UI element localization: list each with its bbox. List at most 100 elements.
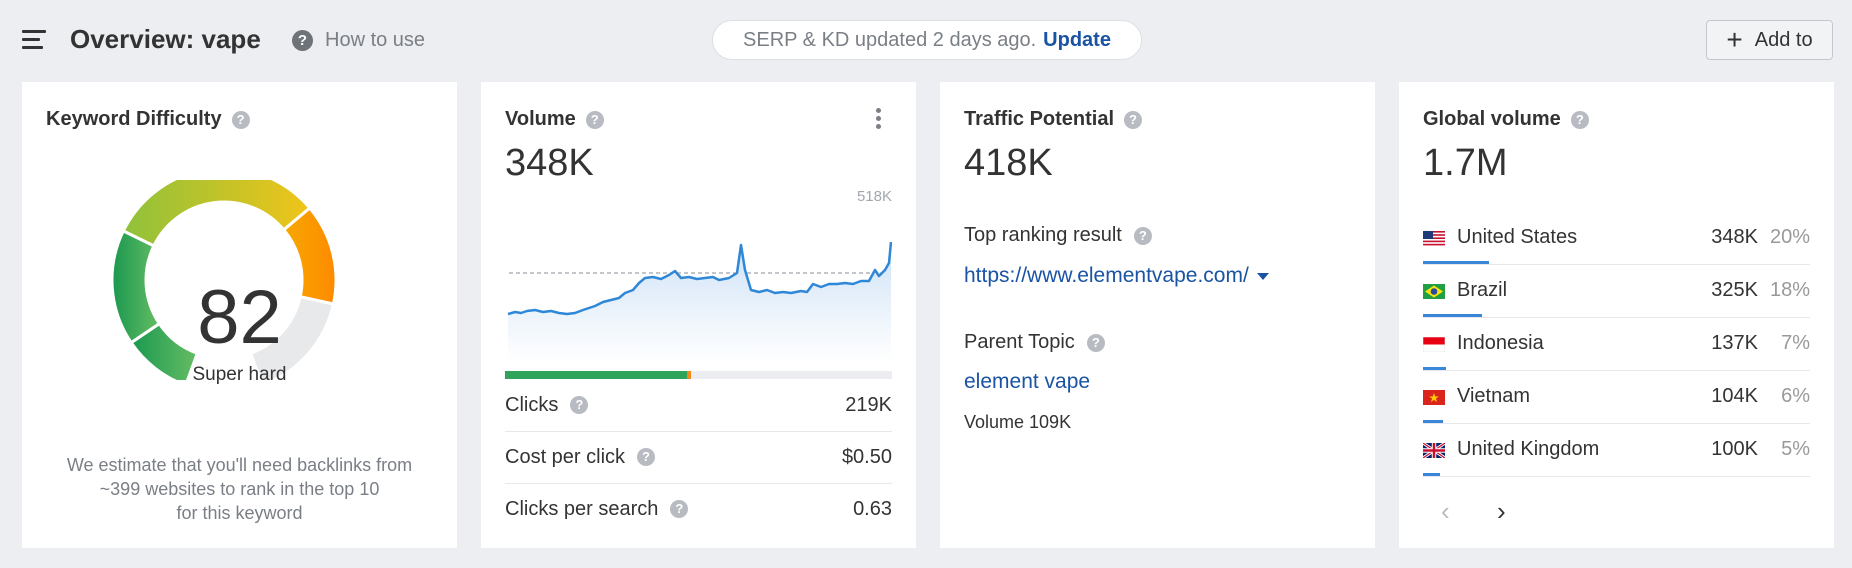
- metric-row-clicks: Clicks? 219K: [505, 379, 892, 431]
- tp-title-label: Traffic Potential: [964, 108, 1115, 130]
- top-ranking-url-link[interactable]: https://www.elementvape.com/: [964, 264, 1269, 288]
- id-flag-icon: [1423, 337, 1445, 352]
- global-volume-card: Global volume ? 1.7M United States 348K …: [1399, 82, 1834, 548]
- country-row[interactable]: Indonesia 137K 7%: [1423, 318, 1810, 371]
- plus-icon: +: [1726, 24, 1743, 55]
- country-percent: 18%: [1769, 279, 1810, 301]
- country-volume: 325K: [1711, 279, 1758, 301]
- kd-label: Super hard: [192, 364, 287, 385]
- divider: [1423, 317, 1810, 318]
- top-bar: Overview: vape ? How to use SERP & KD up…: [0, 0, 1852, 80]
- country-volume: 348K: [1711, 226, 1758, 248]
- help-icon[interactable]: ?: [637, 448, 656, 466]
- metric-label: Clicks per search: [505, 497, 659, 520]
- metric-value: 219K: [845, 393, 892, 416]
- kd-title: Keyword Difficulty ?: [46, 108, 250, 131]
- parent-topic-volume: Volume 109K: [964, 412, 1072, 432]
- country-row[interactable]: United States 348K 20%: [1423, 212, 1810, 265]
- prev-page-icon[interactable]: ‹: [1441, 496, 1450, 526]
- chevron-down-icon[interactable]: [1256, 272, 1269, 280]
- top-ranking-url: https://www.elementvape.com/: [964, 264, 1249, 287]
- add-to-label: Add to: [1754, 28, 1813, 51]
- kd-gauge: [110, 180, 338, 380]
- volume-card: Volume ? 348K 518K Clicks? 219K Cost per…: [481, 82, 916, 548]
- help-icon[interactable]: ?: [231, 110, 250, 129]
- menu-icon[interactable]: [22, 30, 46, 50]
- paid-clicks-segment: [686, 371, 691, 379]
- help-icon[interactable]: ?: [1086, 333, 1105, 352]
- divider: [1423, 423, 1810, 424]
- more-options-icon[interactable]: [876, 108, 882, 132]
- how-to-use-link[interactable]: ? How to use: [292, 29, 425, 52]
- update-link[interactable]: Update: [1043, 28, 1111, 51]
- top-ranking-text: Top ranking result: [964, 224, 1122, 246]
- country-percent: 5%: [1781, 438, 1810, 460]
- country-share-bar: [1423, 473, 1440, 476]
- gv-title: Global volume ?: [1423, 108, 1589, 131]
- help-icon[interactable]: ?: [1124, 110, 1143, 129]
- gv-title-label: Global volume: [1423, 108, 1561, 130]
- country-volume: 104K: [1711, 385, 1758, 407]
- country-name: Indonesia: [1457, 332, 1544, 354]
- country-name: Vietnam: [1457, 385, 1531, 407]
- kd-note-line: We estimate that you'll need backlinks f…: [66, 455, 413, 475]
- country-percent: 7%: [1781, 332, 1810, 354]
- kd-score: 82: [197, 275, 282, 360]
- serp-status-text: SERP & KD updated 2 days ago.: [743, 28, 1037, 51]
- volume-trend-line: [507, 241, 892, 316]
- parent-topic-label: Parent Topic ?: [964, 331, 1105, 354]
- volume-title: Volume ?: [505, 108, 604, 131]
- volume-value: 348K: [505, 142, 594, 184]
- country-share-bar: [1423, 420, 1443, 423]
- how-to-use-label: How to use: [325, 29, 426, 51]
- country-share-bar: [1423, 367, 1447, 370]
- clicks-distribution-bar: [505, 371, 892, 379]
- help-icon[interactable]: ?: [585, 110, 604, 129]
- metric-label: Cost per click: [505, 445, 626, 468]
- help-icon[interactable]: ?: [570, 396, 589, 414]
- metric-value: $0.50: [841, 445, 892, 468]
- help-icon[interactable]: ?: [1133, 226, 1152, 245]
- add-to-button[interactable]: + Add to: [1706, 20, 1833, 60]
- divider: [1423, 370, 1810, 371]
- country-row[interactable]: Brazil 325K 18%: [1423, 265, 1810, 318]
- metric-row-cpc: Cost per click? $0.50: [505, 431, 892, 483]
- divider: [505, 483, 892, 484]
- divider: [505, 431, 892, 432]
- divider: [1423, 264, 1810, 265]
- kd-note: We estimate that you'll need backlinks f…: [42, 453, 437, 525]
- parent-topic-link[interactable]: element vape: [964, 370, 1091, 393]
- country-name: United States: [1457, 226, 1578, 248]
- help-icon[interactable]: ?: [1570, 110, 1589, 129]
- next-page-icon[interactable]: ›: [1497, 496, 1506, 526]
- tp-value: 418K: [964, 142, 1053, 184]
- country-share-bar: [1423, 314, 1483, 317]
- help-icon: ?: [292, 30, 313, 51]
- country-volume: 100K: [1711, 438, 1758, 460]
- gv-value: 1.7M: [1423, 142, 1508, 184]
- divider: [1423, 476, 1810, 477]
- volume-trend-chart: [507, 241, 892, 362]
- volume-chart-max: 518K: [856, 188, 892, 205]
- help-icon[interactable]: ?: [670, 500, 689, 518]
- traffic-potential-card: Traffic Potential ? 418K Top ranking res…: [940, 82, 1375, 548]
- country-row[interactable]: United Kingdom 100K 5%: [1423, 424, 1810, 477]
- country-percent: 20%: [1769, 226, 1810, 248]
- top-ranking-label: Top ranking result ?: [964, 224, 1152, 247]
- us-flag-icon: [1423, 231, 1445, 246]
- parent-topic-text: Parent Topic: [964, 331, 1075, 353]
- tp-title: Traffic Potential ?: [964, 108, 1143, 131]
- kd-title-label: Keyword Difficulty: [46, 108, 222, 130]
- country-name: Brazil: [1457, 279, 1508, 301]
- kd-gauge-segment: [121, 180, 312, 248]
- metric-row-clicks-per-search: Clicks per search? 0.63: [505, 483, 892, 535]
- country-percent: 6%: [1781, 385, 1810, 407]
- page-title: Overview: vape: [70, 24, 261, 54]
- country-share-bar: [1423, 261, 1489, 264]
- serp-status-pill: SERP & KD updated 2 days ago. Update: [712, 20, 1142, 60]
- country-volume: 137K: [1711, 332, 1758, 354]
- country-row[interactable]: Vietnam 104K 6%: [1423, 371, 1810, 424]
- vn-flag-icon: [1423, 390, 1445, 405]
- volume-area: [508, 242, 891, 362]
- kd-gauge-track: [248, 294, 336, 380]
